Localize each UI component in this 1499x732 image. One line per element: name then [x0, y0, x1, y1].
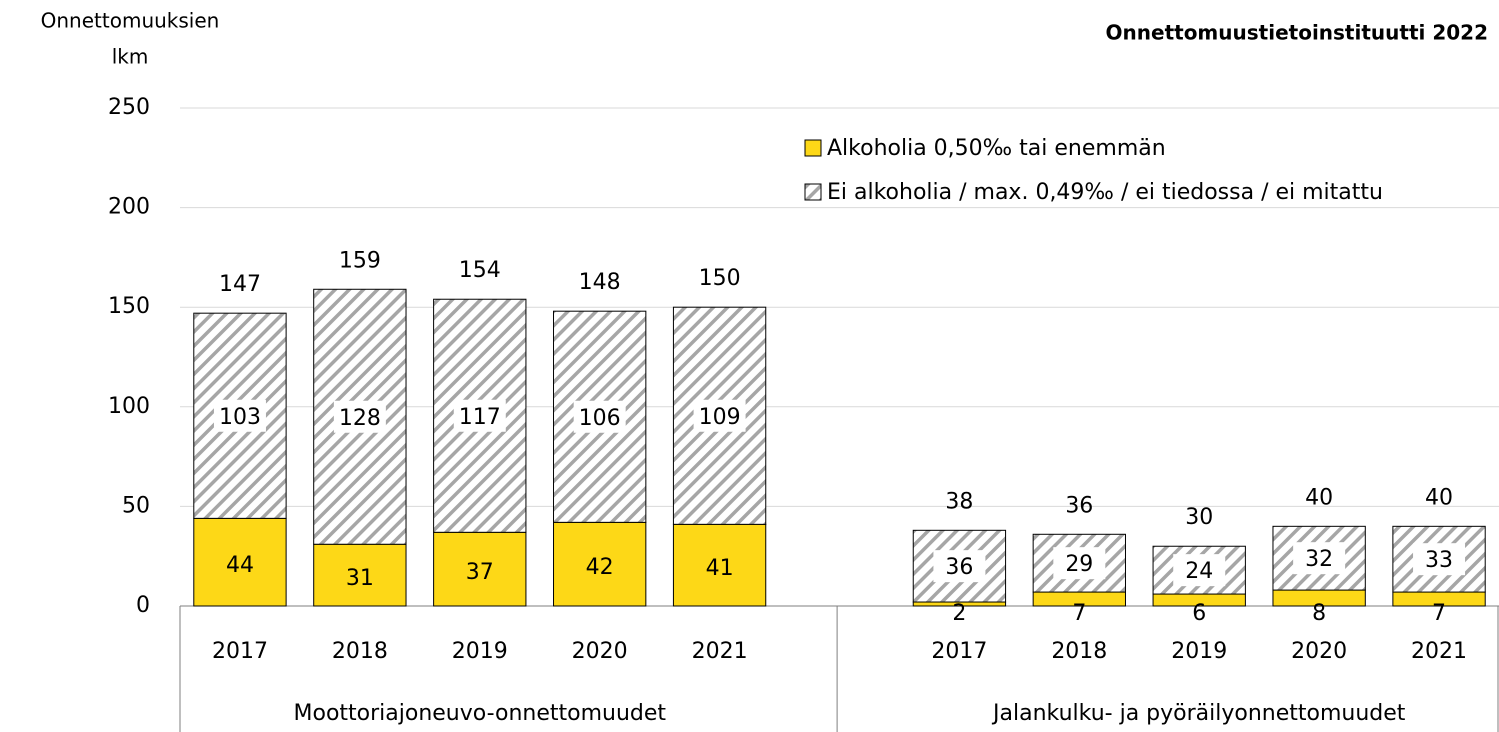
bar-segment: [912, 529, 1007, 603]
data-label: 36: [945, 555, 973, 580]
data-label: 2: [952, 601, 966, 626]
y-axis-label: Onnettomuuksien: [41, 9, 220, 33]
group-label: Moottoriajoneuvo-onnettomuudet: [294, 701, 667, 726]
y-tick-label: 250: [108, 95, 150, 120]
data-label: 44: [226, 553, 254, 578]
data-label: 37: [466, 560, 494, 585]
y-tick-label: 0: [136, 593, 150, 618]
total-label: 40: [1425, 485, 1453, 510]
bar-segment: [433, 531, 527, 607]
x-tick-label: 2020: [1291, 639, 1347, 664]
x-tick-label: 2019: [452, 639, 508, 664]
data-label: 8: [1312, 601, 1326, 626]
y-tick-label: 150: [108, 294, 150, 319]
x-tick-label: 2020: [572, 639, 628, 664]
data-label: 103: [219, 405, 261, 430]
label-background: [453, 399, 506, 432]
x-tick-label: 2018: [332, 639, 388, 664]
y-tick-label: 50: [122, 493, 150, 518]
bar-segment: [313, 543, 407, 607]
label-background: [1173, 554, 1226, 587]
y-axis-label: lkm: [112, 45, 149, 69]
data-label: 31: [346, 566, 374, 591]
x-tick-label: 2017: [212, 639, 268, 664]
data-label: 7: [1072, 601, 1086, 626]
data-label: 29: [1065, 552, 1093, 577]
data-label: 42: [586, 555, 614, 580]
data-label: 24: [1185, 559, 1213, 584]
data-label: 33: [1425, 548, 1453, 573]
legend-swatch: [804, 183, 822, 201]
x-tick-label: 2021: [1411, 639, 1467, 664]
x-tick-label: 2017: [931, 639, 987, 664]
total-label: 154: [459, 258, 501, 283]
data-label: 32: [1305, 547, 1333, 572]
total-label: 147: [219, 272, 261, 297]
label-background: [693, 399, 746, 432]
source: Onnettomuustietoinstituutti 2022: [1106, 21, 1488, 45]
label-background: [573, 400, 626, 433]
label-background: [333, 400, 386, 433]
label-background: [213, 399, 266, 432]
total-label: 38: [945, 489, 973, 514]
legend-label: Alkoholia 0,50‰ tai enemmän: [827, 136, 1166, 161]
data-label: 117: [459, 405, 501, 430]
data-label: 128: [339, 406, 381, 431]
bar-segment: [672, 523, 767, 607]
total-label: 36: [1065, 493, 1093, 518]
total-label: 148: [579, 270, 621, 295]
label-background: [1413, 543, 1466, 576]
data-label: 7: [1432, 601, 1446, 626]
data-label: 109: [699, 405, 741, 430]
label-background: [1053, 547, 1106, 580]
total-label: 30: [1185, 505, 1213, 530]
total-label: 40: [1305, 485, 1333, 510]
data-label: 41: [706, 556, 734, 581]
legend-swatch: [804, 139, 822, 157]
total-label: 150: [699, 266, 741, 291]
legend-label: Ei alkoholia / max. 0,49‰ / ei tiedossa …: [827, 180, 1383, 205]
label-background: [1293, 542, 1346, 575]
data-label: 6: [1192, 601, 1206, 626]
y-tick-label: 100: [108, 394, 150, 419]
bar-segment: [193, 517, 287, 607]
x-tick-label: 2021: [692, 639, 748, 664]
data-label: 106: [579, 406, 621, 431]
y-tick-label: 200: [108, 195, 150, 220]
x-tick-label: 2019: [1171, 639, 1227, 664]
x-tick-label: 2018: [1051, 639, 1107, 664]
total-label: 159: [339, 248, 381, 273]
label-background: [933, 550, 986, 583]
group-label: Jalankulku- ja pyöräilyonnettomuudet: [991, 701, 1406, 726]
